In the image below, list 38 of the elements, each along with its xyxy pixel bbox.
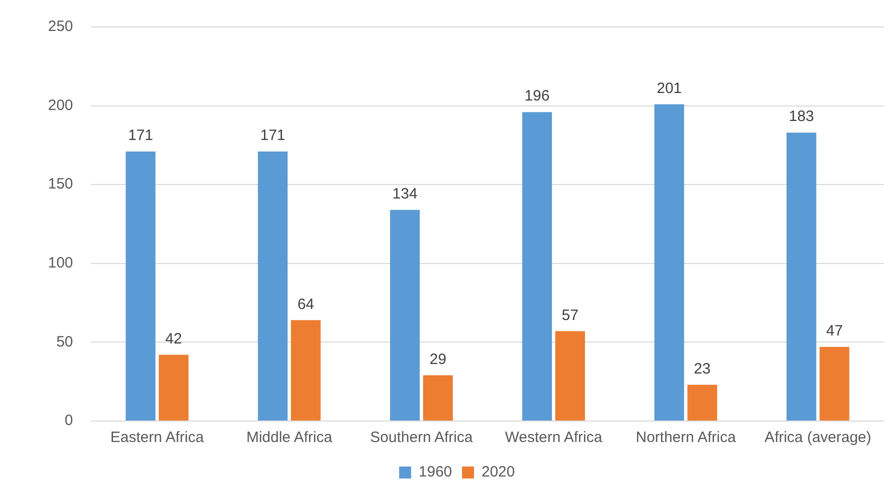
data-label: 134 — [392, 185, 418, 202]
bar — [290, 320, 321, 420]
y-tick-label: 50 — [56, 333, 74, 350]
bar — [654, 104, 684, 420]
data-label: 201 — [656, 80, 682, 97]
bar — [555, 331, 585, 420]
bar — [423, 375, 453, 420]
data-label: 171 — [260, 127, 286, 144]
data-label: 29 — [430, 350, 446, 368]
x-tick-label: Northern Africa — [636, 429, 736, 446]
bar — [522, 112, 552, 420]
y-tick-label: 200 — [48, 96, 74, 114]
bar — [820, 346, 850, 420]
x-tick-label: Western Africa — [504, 429, 603, 446]
bar — [390, 210, 420, 420]
y-tick-label: 150 — [48, 176, 74, 193]
bar — [158, 354, 188, 420]
bar — [786, 132, 816, 420]
bar — [126, 152, 156, 420]
data-label: 64 — [297, 296, 314, 313]
data-label: 183 — [788, 108, 814, 126]
data-label: 23 — [694, 360, 711, 378]
data-label: 42 — [165, 330, 182, 348]
bar — [258, 152, 288, 420]
data-label: 196 — [524, 88, 550, 105]
data-label: 47 — [826, 322, 843, 340]
x-tick-label: Southern Africa — [370, 429, 474, 446]
data-label: 57 — [562, 306, 578, 324]
x-tick-label: Africa (average) — [764, 429, 872, 446]
y-tick-label: 250 — [48, 18, 74, 36]
y-tick-label: 0 — [64, 412, 74, 430]
x-tick-label: Middle Africa — [246, 429, 333, 446]
legend-label: 2020 — [482, 464, 515, 481]
y-tick-label: 100 — [48, 254, 74, 272]
data-label: 171 — [128, 127, 154, 144]
legend-label: 1960 — [418, 464, 452, 481]
x-tick-label: Eastern Africa — [110, 429, 204, 446]
bar — [687, 384, 718, 420]
